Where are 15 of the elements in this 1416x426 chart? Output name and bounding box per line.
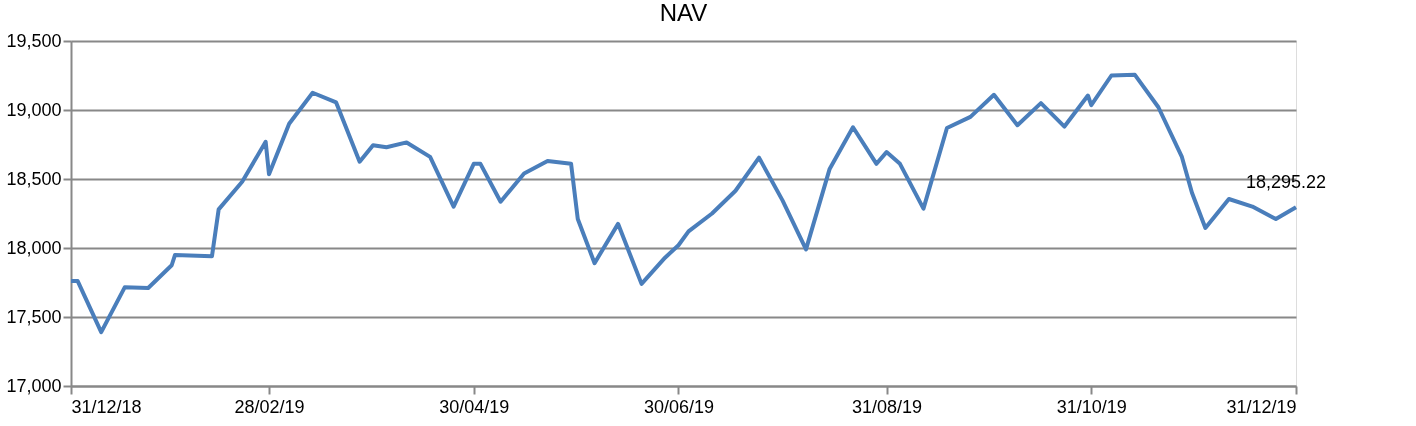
chart-title: NAV xyxy=(659,0,708,26)
x-tick-label: 31/12/19 xyxy=(1226,396,1297,417)
y-tick-label: 19,000 xyxy=(6,99,62,120)
data-label: 18,295.22 xyxy=(1245,172,1327,193)
y-tick-label: 19,500 xyxy=(6,30,62,51)
y-tick-label: 17,000 xyxy=(6,375,62,396)
y-tick-label: 17,500 xyxy=(6,306,62,327)
y-tick-label: 18,000 xyxy=(6,237,62,258)
x-tick-label: 30/04/19 xyxy=(439,396,510,417)
x-tick-label: 31/08/19 xyxy=(852,396,923,417)
x-tick-label: 28/02/19 xyxy=(234,396,305,417)
y-tick-label: 18,500 xyxy=(6,168,62,189)
x-tick-label: 31/12/18 xyxy=(71,396,142,417)
x-tick-label: 30/06/19 xyxy=(643,396,714,417)
x-tick-label: 31/10/19 xyxy=(1056,396,1127,417)
